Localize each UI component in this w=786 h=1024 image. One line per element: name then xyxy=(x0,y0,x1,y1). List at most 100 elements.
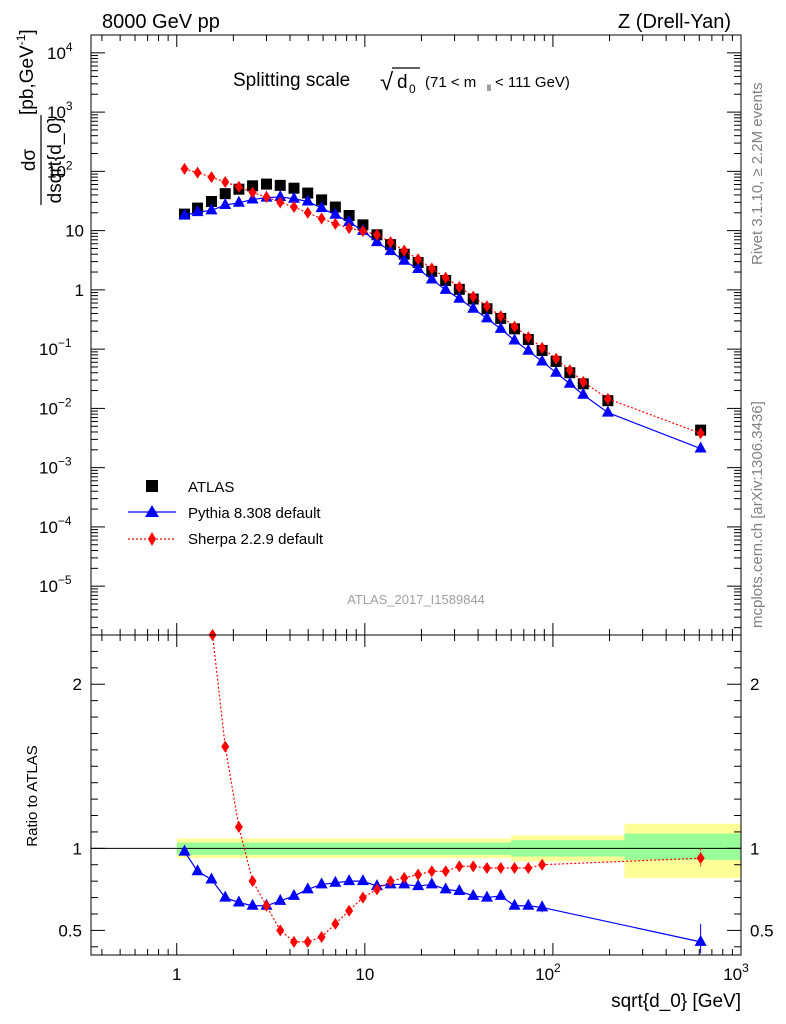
ratio-point-sherpa xyxy=(386,875,395,888)
data-point-pythia xyxy=(412,262,425,274)
ratio-point-pythia xyxy=(494,888,507,900)
data-point-sherpa xyxy=(482,300,491,313)
y-axis-unit-text: [pb,GeV xyxy=(17,45,38,115)
data-point-sherpa xyxy=(696,427,705,440)
data-point-sherpa xyxy=(496,310,505,323)
x-tick-label: 10 xyxy=(355,965,374,984)
main-title: Splitting scale √ d 0 (71 < m ll < 111 G… xyxy=(233,67,570,96)
data-point-pythia xyxy=(287,191,300,203)
data-point-pythia xyxy=(550,365,563,377)
data-point-pythia xyxy=(219,198,232,210)
main-title-range-sub: ll xyxy=(487,83,491,93)
data-point-pythia xyxy=(577,387,590,399)
data-point-pythia xyxy=(694,441,707,453)
main-title-var-sub: 0 xyxy=(409,82,416,96)
data-point-sherpa xyxy=(207,171,216,184)
y-axis-unit: [pb,GeV-1] xyxy=(14,29,38,115)
uncertainty-band-inner xyxy=(624,833,741,860)
data-point-atlas xyxy=(219,188,231,200)
data-point-atlas xyxy=(329,201,341,213)
data-point-sherpa xyxy=(414,253,423,266)
data-point-pythia xyxy=(384,244,397,256)
ratio-point-sherpa xyxy=(372,883,381,896)
ratio-y-tick-label-left: 2 xyxy=(73,675,82,694)
y-axis-label-num: dσ xyxy=(19,149,40,172)
ratio-point-sherpa xyxy=(469,860,478,873)
ratio-point-sherpa xyxy=(538,858,547,871)
main-title-text: Splitting scale xyxy=(233,70,350,91)
data-point-sherpa xyxy=(455,280,464,293)
data-point-sherpa xyxy=(441,271,450,284)
data-point-sherpa xyxy=(248,186,257,199)
ratio-y-tick-label-left: 0.5 xyxy=(58,921,82,940)
ratio-point-pythia xyxy=(287,888,300,900)
y-axis-unit-close: ] xyxy=(17,29,38,34)
ratio-point-pythia xyxy=(480,890,493,902)
ratio-point-pythia xyxy=(178,844,191,856)
ratio-y-tick-label-right: 2 xyxy=(750,675,759,694)
ratio-point-pythia xyxy=(329,875,342,887)
ratio-point-pythia xyxy=(453,884,466,895)
side-label-mcplots: mcplots.cern.ch [arXiv:1306.3436] xyxy=(749,401,766,628)
ratio-plot-area xyxy=(91,635,741,955)
data-point-pythia xyxy=(494,321,507,333)
ratio-point-pythia xyxy=(425,877,438,889)
main-title-var: d xyxy=(397,72,408,93)
ratio-point-pythia xyxy=(205,872,218,884)
ratio-point-pythia xyxy=(412,879,425,891)
data-point-sherpa xyxy=(317,212,326,225)
ratio-point-pythia xyxy=(246,898,259,910)
y-axis-label: dσ dsqrt{d_0} xyxy=(19,115,66,205)
ratio-point-sherpa xyxy=(400,871,409,884)
data-point-sherpa xyxy=(510,320,519,333)
ratio-point-sherpa xyxy=(441,865,450,878)
ratio-series xyxy=(178,629,707,954)
main-title-sqrt: √ xyxy=(380,69,394,96)
data-point-pythia xyxy=(439,282,452,294)
x-tick-label: 103 xyxy=(723,961,749,984)
data-point-sherpa xyxy=(221,176,230,189)
data-point-pythia xyxy=(178,208,191,220)
ratio-point-pythia xyxy=(315,877,328,889)
data-point-pythia xyxy=(563,376,576,388)
ratio-line-sherpa xyxy=(211,634,701,943)
ratio-point-pythia xyxy=(232,895,245,907)
data-point-pythia xyxy=(601,405,614,417)
legend-label-pythia: Pythia 8.308 default xyxy=(188,505,321,522)
ratio-point-pythia xyxy=(356,874,369,886)
x-tick-labels: 1 10 102 103 xyxy=(172,961,749,984)
ratio-point-sherpa xyxy=(262,899,271,912)
ratio-point-sherpa xyxy=(303,935,312,948)
data-point-pythia xyxy=(425,272,438,284)
legend-marker-atlas xyxy=(146,480,158,492)
data-point-sherpa xyxy=(193,166,202,179)
ratio-y-axis-label: Ratio to ATLAS xyxy=(24,745,41,846)
data-point-pythia xyxy=(315,201,328,213)
y-tick-label: 10 xyxy=(65,222,84,241)
ratio-point-pythia xyxy=(508,898,521,910)
data-point-atlas xyxy=(316,194,328,206)
data-point-sherpa xyxy=(345,222,354,235)
data-point-sherpa xyxy=(180,162,189,175)
ratio-point-sherpa xyxy=(317,930,326,943)
y-tick-label: 104 xyxy=(47,40,73,63)
data-point-sherpa xyxy=(262,190,271,203)
ratio-point-sherpa xyxy=(358,891,367,904)
data-point-sherpa xyxy=(358,225,367,238)
data-point-sherpa xyxy=(386,236,395,249)
data-point-atlas xyxy=(205,195,217,207)
ratio-point-sherpa xyxy=(524,862,533,875)
data-point-sherpa xyxy=(469,290,478,303)
x-tick-label: 102 xyxy=(535,961,561,984)
data-point-sherpa xyxy=(603,392,612,405)
data-point-sherpa xyxy=(524,331,533,344)
legend-marker-sherpa xyxy=(148,532,156,546)
y-tick-label: 10−4 xyxy=(39,514,72,537)
data-point-atlas xyxy=(302,187,314,199)
ratio-point-sherpa xyxy=(482,862,491,875)
axis-ticks xyxy=(91,34,742,955)
data-point-pythia xyxy=(480,311,493,323)
ratio-point-pythia xyxy=(467,888,480,900)
ratio-point-sherpa xyxy=(414,868,423,881)
